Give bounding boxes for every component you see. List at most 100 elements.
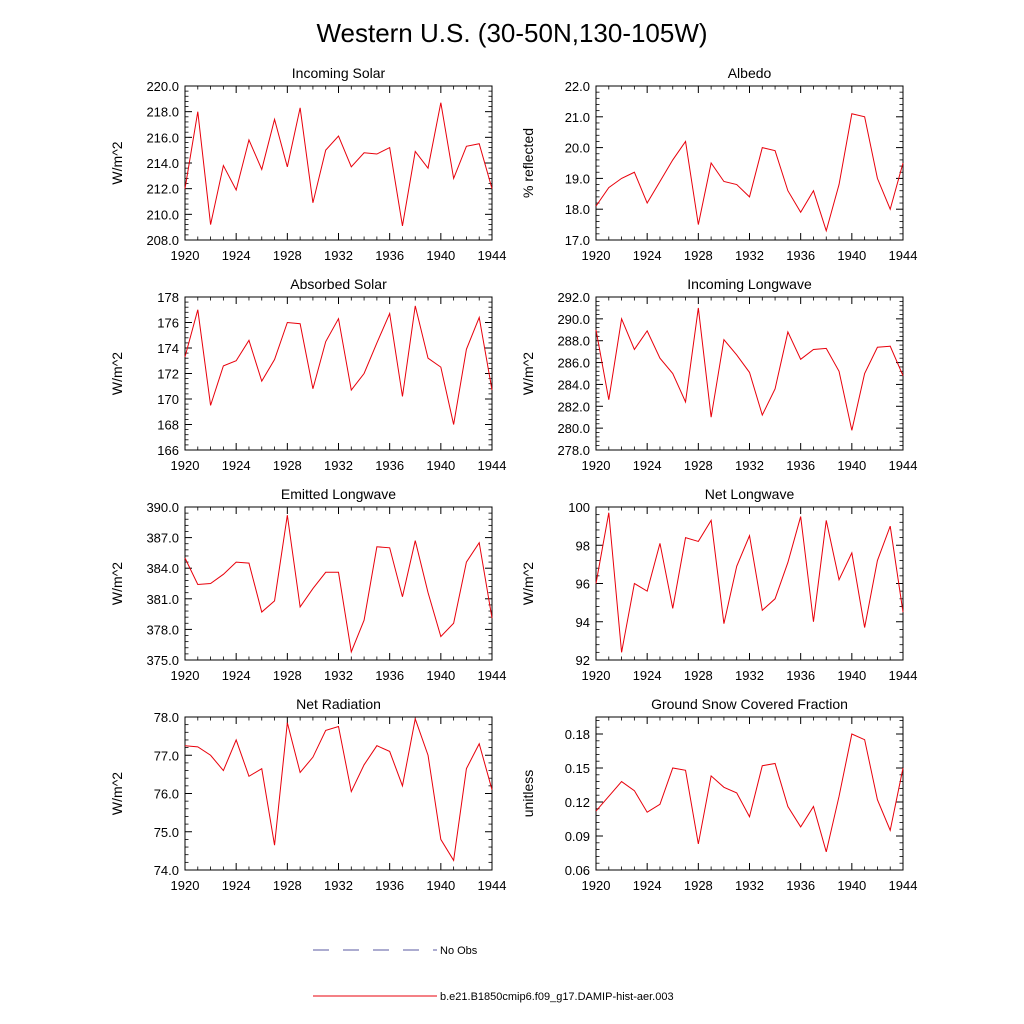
x-tick-label: 1928 (684, 668, 713, 683)
y-axis-label: W/m^2 (520, 352, 536, 395)
y-axis-label: W/m^2 (109, 141, 125, 184)
x-tick-label: 1932 (735, 668, 764, 683)
x-tick-label: 1944 (889, 458, 918, 473)
x-tick-label: 1924 (222, 458, 251, 473)
legend-model-label: b.e21.B1850cmip6.f09_g17.DAMIP-hist-aer.… (440, 991, 674, 1003)
plot-frame (184, 506, 493, 661)
y-tick-label: 284.0 (557, 377, 590, 392)
y-tick-label: 384.0 (146, 561, 179, 576)
x-tick-label: 1936 (375, 668, 404, 683)
y-axis-label: W/m^2 (520, 562, 536, 605)
x-tick-label: 1920 (171, 878, 200, 893)
y-axis-label: W/m^2 (109, 562, 125, 605)
y-tick-label: 22.0 (565, 79, 590, 94)
x-tick-label: 1944 (478, 668, 507, 683)
y-tick-label: 94 (576, 615, 590, 630)
y-tick-label: 278.0 (557, 443, 590, 458)
x-tick-label: 1940 (426, 668, 455, 683)
y-tick-label: 218.0 (146, 105, 179, 120)
x-tick-label: 1924 (633, 668, 662, 683)
x-tick-label: 1936 (375, 458, 404, 473)
y-tick-label: 375.0 (146, 653, 179, 668)
x-tick-label: 1920 (582, 878, 611, 893)
plot-frame (595, 85, 904, 241)
y-tick-label: 214.0 (146, 156, 179, 171)
x-tick-label: 1932 (324, 878, 353, 893)
x-tick-label: 1924 (222, 878, 251, 893)
y-tick-label: 220.0 (146, 79, 179, 94)
x-tick-label: 1932 (324, 458, 353, 473)
y-axis-label: W/m^2 (109, 772, 125, 815)
plot-frame (595, 716, 904, 871)
chart-title: Absorbed Solar (290, 276, 387, 292)
y-axis-label: W/m^2 (109, 352, 125, 395)
x-tick-label: 1940 (426, 458, 455, 473)
x-tick-label: 1944 (889, 878, 918, 893)
x-tick-label: 1932 (735, 878, 764, 893)
y-tick-label: 212.0 (146, 182, 179, 197)
x-tick-label: 1932 (735, 248, 764, 263)
y-tick-label: 172 (157, 367, 179, 382)
chart-title: Incoming Longwave (687, 276, 812, 292)
x-tick-label: 1924 (222, 668, 251, 683)
y-tick-label: 77.0 (154, 748, 179, 763)
chart-title: Incoming Solar (292, 65, 386, 81)
y-tick-label: 0.06 (565, 863, 590, 878)
x-tick-label: 1928 (684, 878, 713, 893)
y-tick-label: 387.0 (146, 531, 179, 546)
y-tick-label: 0.18 (565, 727, 590, 742)
x-tick-label: 1936 (786, 878, 815, 893)
y-tick-label: 92 (576, 653, 590, 668)
x-tick-label: 1944 (889, 668, 918, 683)
y-tick-label: 210.0 (146, 207, 179, 222)
chart-panel-7: Net Radiation W/m^2 1920 1924 1928 1932 1936 19… (109, 696, 506, 893)
x-tick-label: 1920 (171, 668, 200, 683)
y-tick-label: 170 (157, 392, 179, 407)
x-tick-label: 1932 (324, 668, 353, 683)
y-tick-label: 17.0 (565, 233, 590, 248)
y-tick-label: 208.0 (146, 233, 179, 248)
x-tick-label: 1928 (273, 458, 302, 473)
chart-panel-2: Albedo % reflected 1920 1924 1928 1932 1936 194… (520, 65, 917, 263)
x-tick-label: 1928 (684, 458, 713, 473)
series-line-model (595, 307, 904, 431)
x-tick-label: 1928 (273, 878, 302, 893)
x-tick-label: 1924 (633, 878, 662, 893)
y-axis-label: % reflected (520, 128, 536, 198)
y-tick-label: 216.0 (146, 130, 179, 145)
chart-title: Net Longwave (705, 486, 795, 502)
x-tick-label: 1924 (633, 458, 662, 473)
y-tick-label: 74.0 (154, 863, 179, 878)
x-tick-label: 1944 (478, 878, 507, 893)
series-line-model (184, 305, 493, 425)
x-tick-label: 1936 (786, 668, 815, 683)
x-tick-label: 1928 (273, 248, 302, 263)
x-tick-label: 1924 (633, 248, 662, 263)
y-tick-label: 75.0 (154, 825, 179, 840)
x-tick-label: 1920 (582, 458, 611, 473)
plot-frame (184, 85, 493, 241)
x-tick-label: 1940 (837, 878, 866, 893)
y-tick-label: 98 (576, 538, 590, 553)
x-tick-label: 1920 (171, 458, 200, 473)
chart-title: Ground Snow Covered Fraction (651, 696, 848, 712)
x-tick-label: 1928 (684, 248, 713, 263)
chart-grid: Incoming Solar W/m^2 1920 1924 1928 1932 1936 1… (109, 65, 917, 893)
x-tick-label: 1940 (837, 248, 866, 263)
chart-panel-6: Net Longwave W/m^2 1920 1924 1928 1932 1936 194… (520, 486, 917, 683)
x-tick-label: 1936 (786, 248, 815, 263)
x-tick-label: 1940 (426, 878, 455, 893)
y-tick-label: 178 (157, 290, 179, 305)
x-tick-label: 1944 (478, 458, 507, 473)
chart-panel-5: Emitted Longwave W/m^2 1920 1924 1928 1932 193… (109, 486, 506, 683)
chart-panel-4: Incoming Longwave W/m^2 1920 1924 1928 1932 19… (520, 276, 917, 473)
x-tick-label: 1940 (837, 668, 866, 683)
y-tick-label: 174 (157, 341, 179, 356)
x-tick-label: 1936 (786, 458, 815, 473)
x-tick-label: 1944 (889, 248, 918, 263)
chart-panel-3: Absorbed Solar W/m^2 1920 1924 1928 1932 1936 1… (109, 276, 506, 473)
x-tick-label: 1932 (324, 248, 353, 263)
y-tick-label: 378.0 (146, 622, 179, 637)
y-axis-label: unitless (520, 770, 536, 817)
x-tick-label: 1928 (273, 668, 302, 683)
